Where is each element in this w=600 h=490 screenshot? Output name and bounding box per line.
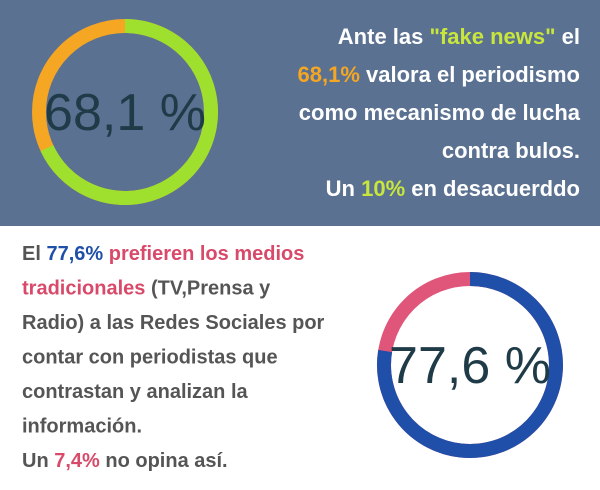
text-line: contar con periodistas que xyxy=(22,347,278,369)
text-line: 68,1% valora el periodismo xyxy=(298,62,580,87)
text-segment: Un xyxy=(22,450,54,472)
text-segment: no opina así. xyxy=(100,450,228,472)
text-segment: contar con periodistas que xyxy=(22,347,278,369)
text-segment: contra bulos. xyxy=(442,138,580,163)
text-line: Ante las "fake news" el xyxy=(338,24,580,49)
text-segment: "fake news" xyxy=(430,24,556,49)
donut-label: 77,6 % xyxy=(389,337,551,395)
text-segment: 68,1% xyxy=(298,62,360,87)
text-segment: (TV,Prensa y xyxy=(145,278,271,300)
text-segment: El xyxy=(22,243,46,265)
donut-arc xyxy=(377,272,563,458)
text-line: información. xyxy=(22,416,142,438)
text-segment: como mecanismo de lucha xyxy=(299,100,581,125)
text-segment: 77,6% xyxy=(46,243,103,265)
text-segment: el xyxy=(556,24,580,49)
text-segment: en desacuerddo xyxy=(405,176,580,201)
text-segment: Radio) a las Redes Sociales por xyxy=(22,312,325,334)
text-line: contra bulos. xyxy=(442,138,580,163)
text-segment: prefieren los medios xyxy=(103,243,304,265)
text-segment: valora el periodismo xyxy=(360,62,580,87)
text-line: como mecanismo de lucha xyxy=(299,100,581,125)
text-line: tradicionales (TV,Prensa y xyxy=(22,278,271,300)
text-line: contrastan y analizan la xyxy=(22,381,249,403)
donut-label: 68,1 % xyxy=(44,84,206,142)
text-segment: contrastan y analizan la xyxy=(22,381,249,403)
text-line: Un 7,4% no opina así. xyxy=(22,450,228,472)
text-line: El 77,6% prefieren los medios xyxy=(22,243,304,265)
text-segment: 10% xyxy=(361,176,405,201)
text-segment: Ante las xyxy=(338,24,430,49)
text-segment: Un xyxy=(326,176,361,201)
text-segment: tradicionales xyxy=(22,278,145,300)
text-segment: información. xyxy=(22,416,142,438)
text-line: Radio) a las Redes Sociales por xyxy=(22,312,325,334)
donut-arc xyxy=(40,19,218,205)
text-line: Un 10% en desacuerddo xyxy=(326,176,580,201)
text-segment: 7,4% xyxy=(54,450,100,472)
